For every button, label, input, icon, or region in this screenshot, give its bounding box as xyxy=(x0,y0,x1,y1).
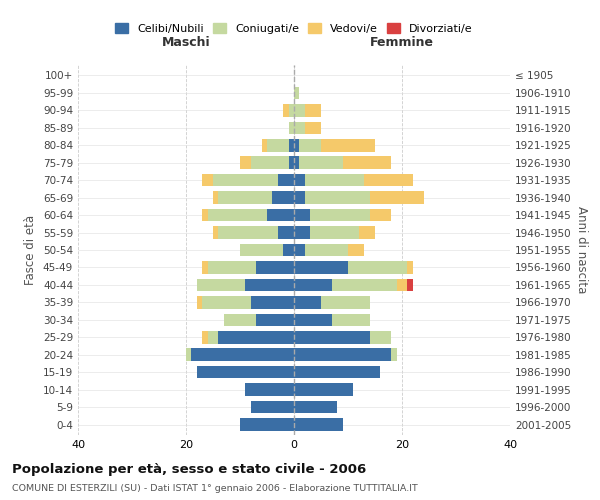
Bar xyxy=(294,401,337,413)
Bar xyxy=(294,226,310,239)
Bar xyxy=(208,331,218,344)
Bar xyxy=(283,104,289,117)
Text: Femmine: Femmine xyxy=(370,36,434,50)
Bar xyxy=(294,174,305,186)
Bar xyxy=(348,261,407,274)
Bar xyxy=(267,139,289,151)
Bar xyxy=(359,226,375,239)
Bar xyxy=(191,348,294,361)
Bar xyxy=(343,156,391,169)
Bar xyxy=(407,278,413,291)
Bar xyxy=(364,174,413,186)
Bar xyxy=(370,331,391,344)
Bar xyxy=(213,192,218,204)
Bar xyxy=(256,261,294,274)
Bar xyxy=(310,226,359,239)
Bar xyxy=(197,296,202,308)
Bar xyxy=(294,314,332,326)
Bar xyxy=(213,174,278,186)
Bar xyxy=(256,314,294,326)
Bar xyxy=(299,156,343,169)
Legend: Celibi/Nubili, Coniugati/e, Vedovi/e, Divorziati/e: Celibi/Nubili, Coniugati/e, Vedovi/e, Di… xyxy=(111,19,477,38)
Bar xyxy=(202,261,208,274)
Bar xyxy=(294,192,305,204)
Bar xyxy=(370,192,424,204)
Bar xyxy=(240,244,283,256)
Bar xyxy=(267,209,294,222)
Bar xyxy=(294,139,299,151)
Bar xyxy=(240,156,251,169)
Bar xyxy=(294,104,305,117)
Bar xyxy=(294,244,305,256)
Bar xyxy=(251,401,294,413)
Bar xyxy=(278,226,294,239)
Bar xyxy=(294,296,321,308)
Bar xyxy=(202,331,208,344)
Bar xyxy=(321,296,370,308)
Bar xyxy=(332,314,370,326)
Bar xyxy=(240,418,294,431)
Bar xyxy=(294,122,305,134)
Bar xyxy=(197,366,294,378)
Bar xyxy=(251,296,294,308)
Bar xyxy=(294,384,353,396)
Bar xyxy=(370,209,391,222)
Bar xyxy=(272,192,294,204)
Bar xyxy=(197,278,245,291)
Bar xyxy=(294,209,310,222)
Bar xyxy=(202,209,208,222)
Bar xyxy=(310,209,370,222)
Bar xyxy=(294,418,343,431)
Text: COMUNE DI ESTERZILI (SU) - Dati ISTAT 1° gennaio 2006 - Elaborazione TUTTITALIA.: COMUNE DI ESTERZILI (SU) - Dati ISTAT 1°… xyxy=(12,484,418,493)
Bar xyxy=(294,278,332,291)
Bar xyxy=(289,156,294,169)
Bar xyxy=(294,331,370,344)
Bar xyxy=(218,331,294,344)
Bar xyxy=(305,174,364,186)
Y-axis label: Anni di nascita: Anni di nascita xyxy=(575,206,588,294)
Bar xyxy=(289,122,294,134)
Bar xyxy=(218,226,278,239)
Bar xyxy=(208,261,256,274)
Bar xyxy=(278,174,294,186)
Bar xyxy=(305,104,321,117)
Bar xyxy=(213,226,218,239)
Bar xyxy=(294,366,380,378)
Bar xyxy=(294,261,348,274)
Bar xyxy=(321,139,375,151)
Bar xyxy=(262,139,267,151)
Text: Popolazione per età, sesso e stato civile - 2006: Popolazione per età, sesso e stato civil… xyxy=(12,462,366,475)
Bar xyxy=(202,296,251,308)
Bar xyxy=(245,278,294,291)
Bar xyxy=(299,139,321,151)
Text: Maschi: Maschi xyxy=(161,36,211,50)
Bar xyxy=(289,104,294,117)
Bar xyxy=(332,278,397,291)
Bar xyxy=(283,244,294,256)
Bar xyxy=(289,139,294,151)
Bar xyxy=(305,244,348,256)
Bar xyxy=(348,244,364,256)
Bar xyxy=(251,156,289,169)
Bar xyxy=(208,209,267,222)
Bar xyxy=(245,384,294,396)
Bar xyxy=(224,314,256,326)
Bar xyxy=(305,192,370,204)
Bar xyxy=(294,348,391,361)
Bar xyxy=(391,348,397,361)
Bar xyxy=(397,278,407,291)
Bar xyxy=(186,348,191,361)
Bar xyxy=(294,156,299,169)
Bar xyxy=(202,174,213,186)
Bar xyxy=(305,122,321,134)
Bar xyxy=(218,192,272,204)
Y-axis label: Fasce di età: Fasce di età xyxy=(25,215,37,285)
Bar xyxy=(294,86,299,99)
Bar xyxy=(407,261,413,274)
